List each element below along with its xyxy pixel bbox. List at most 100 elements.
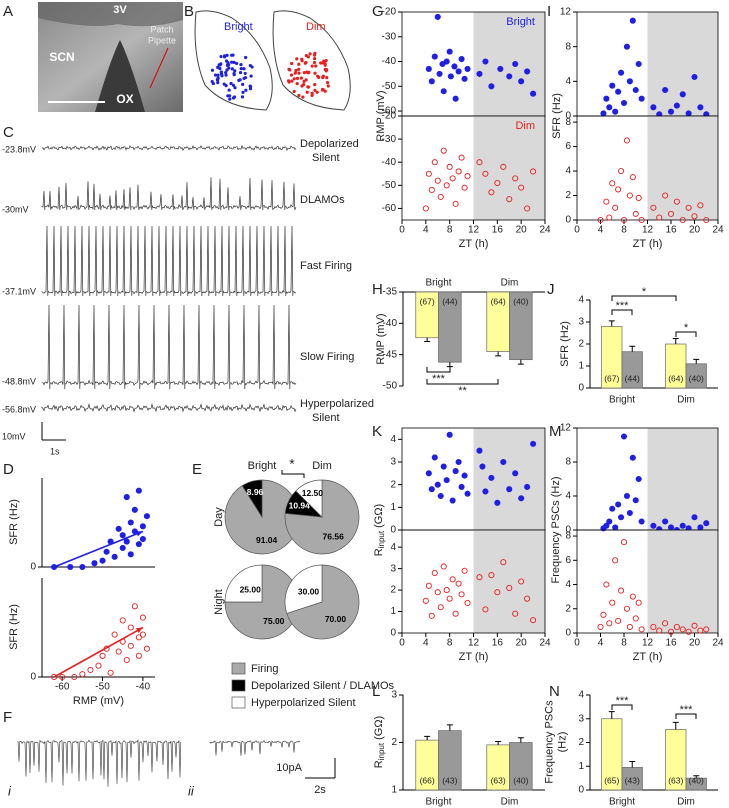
data-point: [691, 73, 698, 81]
data-point: [434, 13, 441, 21]
data-point: [115, 648, 122, 655]
data-point: [612, 108, 619, 115]
cell-dot: [306, 85, 310, 89]
cell-dot: [313, 53, 317, 57]
data-point: [115, 525, 122, 532]
y-tick-label: -50: [382, 180, 397, 191]
x-tick-label: 24: [712, 225, 724, 236]
data-point: [464, 173, 471, 180]
night-shade: [647, 530, 718, 633]
data-point: [606, 620, 613, 627]
current-trace: [17, 739, 182, 787]
y-tick-label: -60: [382, 106, 397, 117]
data-point: [697, 627, 704, 634]
category-label: Bright: [425, 797, 451, 808]
data-point: [422, 205, 429, 212]
data-point: [524, 483, 531, 490]
cell-dot: [244, 88, 248, 92]
data-point: [135, 634, 142, 641]
data-point: [452, 468, 459, 475]
cell-dot: [230, 67, 234, 71]
y-tick-label: 4: [565, 166, 571, 177]
significance-label: *: [642, 286, 647, 298]
cell-dot: [287, 67, 291, 71]
n-label: (44): [625, 373, 640, 383]
error-bar: [517, 359, 524, 365]
category-label: Dim: [677, 797, 695, 808]
data-point: [620, 99, 628, 107]
data-point: [434, 481, 441, 488]
data-point: [458, 591, 465, 598]
n-label: (40): [689, 775, 704, 785]
significance-bracket: [281, 470, 305, 478]
y-tick-label: 0: [578, 383, 584, 394]
night-shade: [473, 530, 545, 633]
y-tick-label: 3: [390, 563, 396, 574]
category-label: Bright: [609, 797, 635, 808]
data-point: [425, 170, 432, 177]
cell-dot: [238, 70, 243, 75]
data-point: [620, 433, 628, 440]
data-point: [703, 520, 710, 527]
y-axis-label: RMP (mV): [375, 90, 387, 141]
cell-dot: [321, 74, 325, 78]
x-tick-label: 12: [642, 225, 654, 236]
data-point: [612, 524, 619, 531]
ventricle-floor: [95, 40, 145, 112]
data-point: [95, 662, 102, 669]
label-ox: OX: [116, 92, 133, 106]
cell-dot: [224, 73, 228, 77]
data-point: [455, 580, 462, 587]
label-pipette: Pipette: [148, 35, 176, 45]
cell-dot: [216, 73, 220, 77]
cell-dot: [325, 68, 329, 72]
cell-dot: [313, 82, 317, 87]
y-tick-label: 0: [565, 628, 571, 639]
cell-dot: [324, 58, 328, 63]
cell-dot: [292, 89, 296, 94]
cell-dot: [232, 95, 237, 99]
y-axis-label: (Hz): [556, 732, 568, 753]
data-point: [635, 194, 642, 202]
y-tick-label: 4: [565, 491, 571, 502]
significance-bracket: [675, 713, 697, 719]
cell-dot: [306, 55, 310, 59]
data-point: [476, 159, 483, 166]
data-point: [679, 216, 686, 224]
x-tick-label: 16: [665, 225, 677, 236]
data-point: [518, 184, 525, 191]
data-point: [119, 544, 126, 551]
data-point: [612, 204, 619, 211]
data-point: [425, 470, 432, 477]
y-tick-label: 6: [565, 141, 571, 152]
scale-label: 10pA: [276, 762, 302, 774]
scn-outline: [194, 10, 273, 111]
n-label: (65): [604, 775, 619, 785]
data-point: [455, 168, 462, 175]
data-point: [691, 213, 698, 220]
data-point: [139, 523, 146, 530]
y-axis-label-unit: (GΩ): [373, 504, 385, 528]
y-axis-label-sub: input: [377, 742, 386, 760]
pie-label: 12.50: [302, 488, 324, 498]
data-point: [59, 673, 66, 681]
x-tick-label: 4: [598, 638, 604, 649]
data-point: [119, 617, 126, 624]
data-point: [632, 497, 639, 504]
trace-voltage: -56.8mV: [2, 404, 36, 414]
data-point: [449, 175, 456, 182]
pie-slice: [224, 564, 300, 640]
data-point: [597, 623, 604, 630]
x-tick-label: 4: [423, 638, 429, 649]
data-point: [488, 189, 495, 196]
y-tick-label: 1: [390, 606, 396, 617]
data-point: [446, 431, 453, 438]
data-point: [524, 595, 531, 602]
y-tick-label: 0: [390, 628, 396, 639]
n-label: (40): [513, 296, 528, 306]
cell-dot: [244, 55, 248, 60]
data-point: [667, 108, 675, 115]
data-point: [428, 78, 435, 85]
x-tick-label: 12: [642, 638, 654, 649]
data-point: [123, 494, 130, 501]
